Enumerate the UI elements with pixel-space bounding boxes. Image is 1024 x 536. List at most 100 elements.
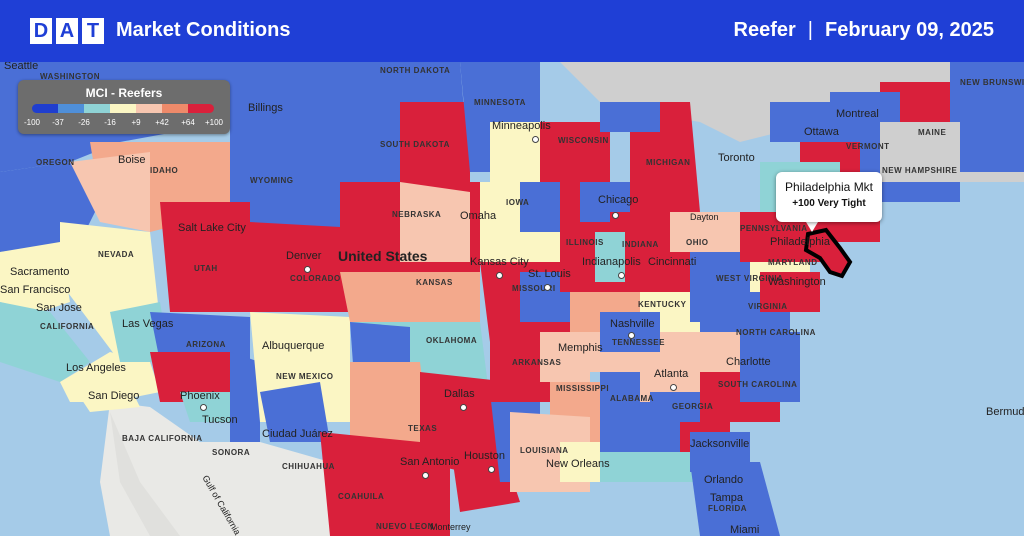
city-label-washington: Washington bbox=[768, 276, 826, 288]
region-nebraska-east bbox=[400, 182, 470, 262]
region-michigan-north bbox=[600, 102, 660, 132]
city-dot-atlanta bbox=[670, 384, 677, 391]
city-label-charlotte: Charlotte bbox=[726, 356, 771, 368]
legend-swatch-1 bbox=[32, 104, 58, 113]
region-wyoming bbox=[230, 142, 340, 232]
state-label-maine: MAINE bbox=[918, 128, 947, 137]
city-label-boise: Boise bbox=[118, 154, 146, 166]
state-label-missouri: MISSOURI bbox=[512, 284, 556, 293]
state-label-north-dakota: NORTH DAKOTA bbox=[380, 66, 451, 75]
legend-swatch-6 bbox=[162, 104, 188, 113]
tooltip-market-name: Philadelphia Mkt bbox=[784, 180, 874, 194]
city-label-miami: Miami bbox=[730, 524, 760, 536]
city-label-dayton: Dayton bbox=[690, 212, 719, 222]
city-dot-san-antonio bbox=[422, 472, 429, 479]
region-texas-panhandle bbox=[350, 362, 430, 442]
city-label-atlanta: Atlanta bbox=[654, 368, 689, 380]
city-label-sacramento: Sacramento bbox=[10, 266, 70, 278]
region-south-carolina-coast bbox=[740, 362, 800, 402]
region-kansas bbox=[340, 272, 480, 322]
region-boise bbox=[70, 152, 150, 232]
region-indianapolis bbox=[595, 232, 625, 282]
state-label-coahuila: COAHUILA bbox=[338, 492, 385, 501]
state-label-pennsylvania: PENNSYLVANIA bbox=[740, 224, 808, 233]
state-label-illinois: ILLINOIS bbox=[566, 238, 604, 247]
state-label-ohio: OHIO bbox=[686, 238, 709, 247]
state-label-alabama: ALABAMA bbox=[610, 394, 654, 403]
equipment-type: Reefer bbox=[733, 19, 796, 41]
logo-letter-t: T bbox=[82, 18, 104, 44]
city-dot-indianapolis bbox=[618, 272, 625, 279]
legend-tick: +64 bbox=[181, 118, 195, 127]
city-label-houston: Houston bbox=[464, 450, 505, 462]
state-label-nebraska: NEBRASKA bbox=[392, 210, 442, 219]
state-label-georgia: GEORGIA bbox=[672, 402, 714, 411]
city-label-ottawa: Ottawa bbox=[804, 126, 839, 138]
city-label-las-vegas: Las Vegas bbox=[122, 318, 174, 330]
city-label-new-orleans: New Orleans bbox=[546, 458, 610, 470]
city-dot-minneapolis bbox=[532, 136, 539, 143]
state-label-wisconsin: WISCONSIN bbox=[558, 136, 609, 145]
region-nova-scotia bbox=[960, 122, 1024, 172]
state-label-kansas: KANSAS bbox=[416, 278, 453, 287]
state-label-arizona: ARIZONA bbox=[186, 340, 226, 349]
header-separator: | bbox=[807, 19, 813, 41]
city-label-minneapolis: Minneapolis bbox=[492, 120, 551, 132]
state-label-oklahoma: OKLAHOMA bbox=[426, 336, 478, 345]
state-label-kentucky: KENTUCKY bbox=[638, 300, 687, 309]
city-dot-dallas bbox=[460, 404, 467, 411]
state-label-colorado: COLORADO bbox=[290, 274, 341, 283]
city-label-salt-lake-city: Salt Lake City bbox=[178, 222, 246, 234]
state-label-michigan: MICHIGAN bbox=[646, 158, 691, 167]
city-label-st-louis: St. Louis bbox=[528, 268, 571, 280]
legend-tick: +100 bbox=[204, 118, 224, 127]
state-label-nuevo-leon: NUEVO LEON bbox=[376, 522, 434, 531]
city-label-albuquerque: Albuquerque bbox=[262, 340, 325, 352]
tooltip-pointer bbox=[806, 222, 818, 232]
city-label-omaha: Omaha bbox=[460, 210, 497, 222]
city-label-tucson: Tucson bbox=[202, 414, 238, 426]
state-label-minnesota: MINNESOTA bbox=[474, 98, 526, 107]
header-bar: D A T Market Conditions Reefer | Februar… bbox=[0, 0, 1024, 62]
region-new-orleans bbox=[560, 442, 610, 482]
legend-tick: -26 bbox=[78, 118, 90, 127]
city-label-jacksonville: Jacksonville bbox=[690, 438, 750, 450]
legend-swatch-2 bbox=[58, 104, 84, 113]
region-sandiego bbox=[70, 382, 140, 412]
region-florida-panhandle bbox=[600, 452, 700, 482]
region-montana bbox=[230, 62, 340, 142]
state-label-new-hampshire: NEW HAMPSHIRE bbox=[882, 166, 958, 175]
city-label-denver: Denver bbox=[286, 250, 322, 262]
baja-peninsula bbox=[110, 412, 180, 536]
state-label-chihuahua: CHIHUAHUA bbox=[282, 462, 335, 471]
state-label-louisiana: LOUISIANA bbox=[520, 446, 569, 455]
city-label-toronto: Toronto bbox=[718, 152, 755, 164]
legend-tick: -16 bbox=[104, 118, 116, 127]
state-label-north-carolina: NORTH CAROLINA bbox=[736, 328, 816, 337]
region-arizona-south bbox=[230, 352, 260, 442]
city-label-los-angeles: Los Angeles bbox=[66, 362, 126, 374]
header-meta: Reefer | February 09, 2025 bbox=[734, 19, 994, 42]
state-label-california: CALIFORNIA bbox=[40, 322, 95, 331]
market-map[interactable]: United States NORTH DAKOTA MINNESOTA SOU… bbox=[0, 62, 1024, 536]
state-label-washington: WASHINGTON bbox=[40, 72, 100, 81]
city-label-billings: Billings bbox=[248, 102, 283, 114]
city-dot-chicago bbox=[612, 212, 619, 219]
state-label-vermont: VERMONT bbox=[846, 142, 890, 151]
city-label-san-francisco: San Francisco bbox=[0, 284, 71, 296]
legend-tick: +9 bbox=[131, 118, 141, 127]
state-label-new-mexico: NEW MEXICO bbox=[276, 372, 334, 381]
country-label: United States bbox=[338, 248, 428, 264]
legend-swatch-7 bbox=[188, 104, 214, 113]
legend-ticks: -100 -37 -26 -16 +9 +42 +64 +100 bbox=[18, 118, 230, 130]
state-label-new-brunswick: NEW BRUNSWICK bbox=[960, 78, 1024, 87]
legend-swatch-3 bbox=[84, 104, 110, 113]
state-label-oregon: OREGON bbox=[36, 158, 75, 167]
state-label-florida: FLORIDA bbox=[708, 504, 748, 513]
state-label-tennessee: TENNESSEE bbox=[612, 338, 665, 347]
map-svg bbox=[0, 62, 1024, 536]
logo-letter-d: D bbox=[30, 18, 52, 44]
city-label-philadelphia: Philadelphia bbox=[770, 236, 830, 248]
state-label-sonora: SONORA bbox=[212, 448, 251, 457]
philadelphia-market-outline bbox=[803, 227, 853, 279]
